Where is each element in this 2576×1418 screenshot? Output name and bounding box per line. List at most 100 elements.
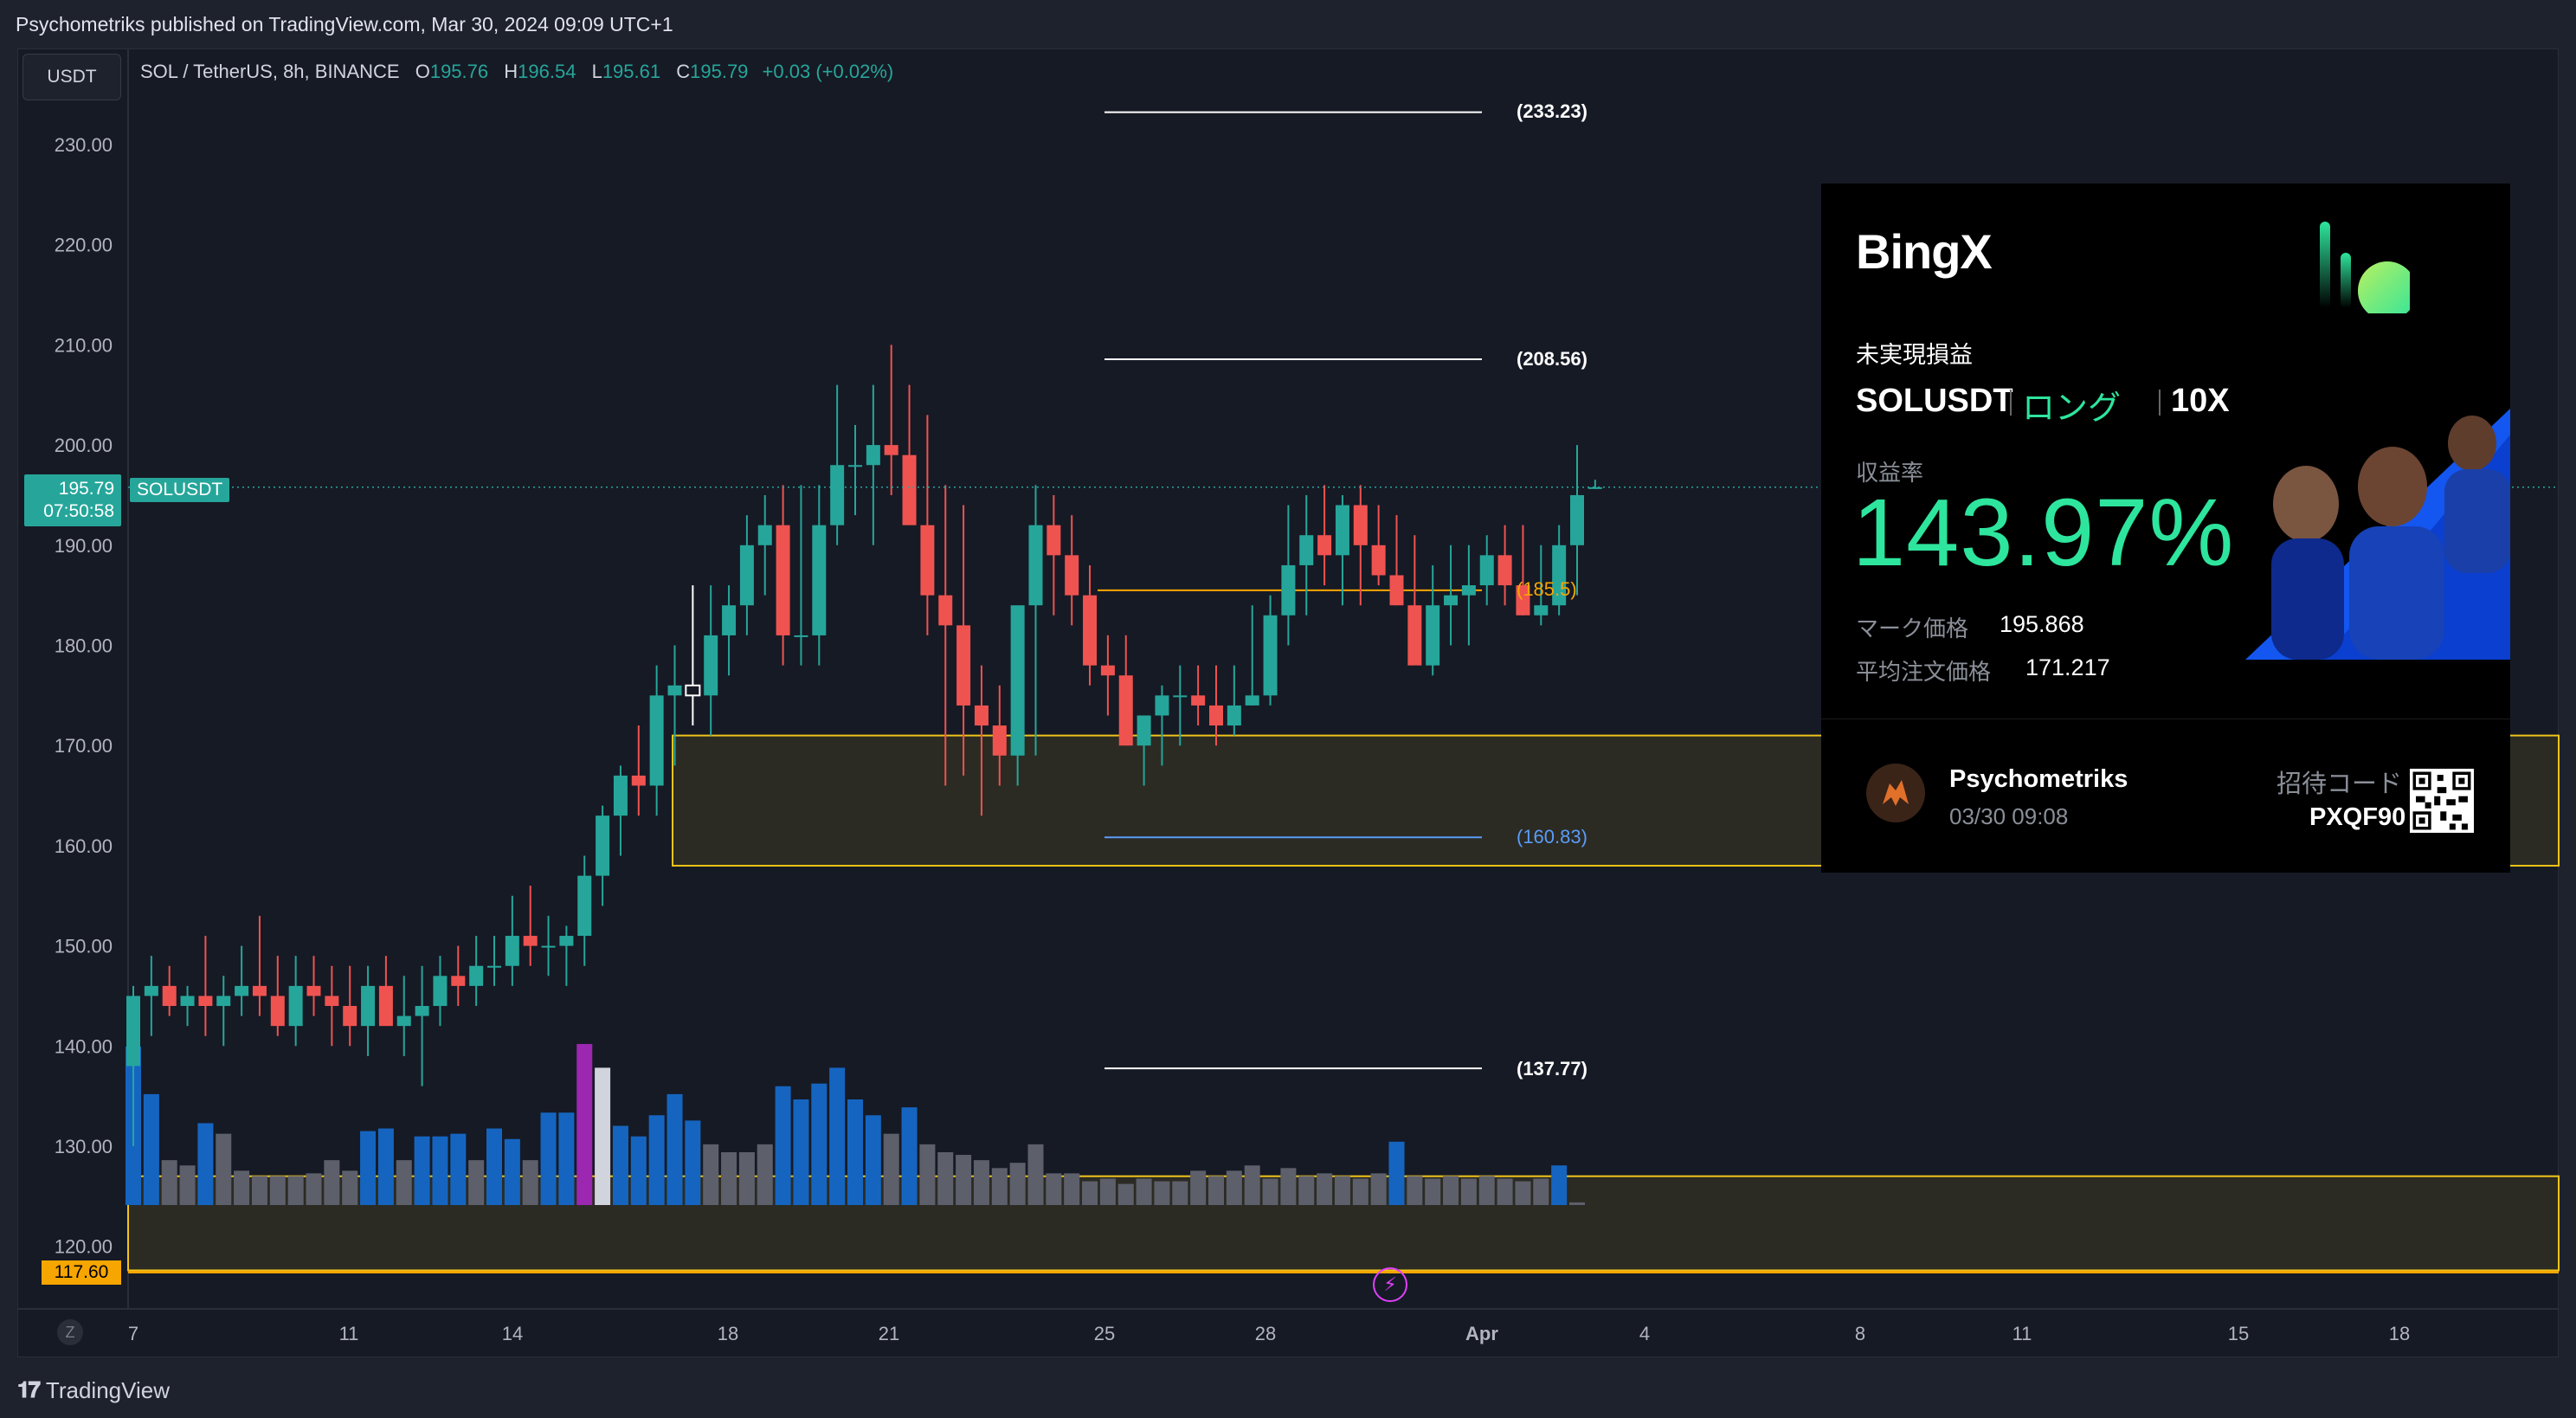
candle[interactable] (1516, 585, 1530, 616)
candle[interactable] (685, 684, 701, 697)
candle[interactable] (505, 936, 519, 966)
candle[interactable] (866, 445, 880, 466)
avg-price-label: 平均注文価格 (1856, 659, 1992, 685)
candle[interactable] (667, 685, 682, 696)
candle[interactable] (1155, 695, 1169, 716)
candle[interactable] (704, 635, 718, 696)
candle[interactable] (974, 705, 989, 726)
candle[interactable] (396, 1015, 411, 1027)
candle[interactable] (523, 936, 538, 946)
candle[interactable] (1534, 605, 1549, 616)
tradingview-logo[interactable]: 𝟏𝟕 TradingView (17, 1376, 170, 1404)
candle[interactable] (235, 985, 249, 996)
candle[interactable] (162, 985, 177, 1007)
candle[interactable] (938, 595, 953, 626)
candle[interactable] (559, 936, 574, 946)
legend-close: 195.79 (690, 61, 749, 82)
candle[interactable] (1299, 535, 1314, 565)
candle[interactable] (1407, 605, 1422, 666)
candle[interactable] (1389, 575, 1404, 606)
volume-bar (648, 1115, 665, 1205)
candle[interactable] (1010, 605, 1025, 756)
candle[interactable] (884, 445, 898, 455)
candle[interactable] (830, 465, 845, 525)
candle[interactable] (306, 985, 321, 996)
candle[interactable] (415, 1006, 429, 1016)
currency-selector[interactable]: USDT (23, 54, 121, 100)
candle[interactable] (1191, 695, 1206, 706)
candle[interactable] (1245, 695, 1259, 706)
candle[interactable] (1209, 705, 1223, 726)
candle[interactable] (1118, 675, 1133, 746)
candle[interactable] (902, 454, 917, 525)
candle[interactable] (794, 635, 808, 637)
candle[interactable] (1497, 555, 1512, 586)
candle[interactable] (216, 996, 231, 1007)
candle[interactable] (252, 985, 267, 996)
candle[interactable] (1083, 595, 1098, 666)
candle[interactable] (126, 996, 140, 1067)
candle[interactable] (992, 725, 1007, 756)
candle[interactable] (812, 525, 827, 635)
volume-bar (522, 1160, 538, 1205)
candle[interactable] (757, 525, 772, 545)
candle[interactable] (1046, 525, 1061, 556)
candle[interactable] (956, 625, 971, 706)
candle[interactable] (920, 525, 935, 596)
volume-bar (1478, 1176, 1495, 1205)
candle[interactable] (361, 985, 376, 1027)
candle[interactable] (1335, 505, 1349, 556)
candle[interactable] (776, 525, 790, 635)
candle[interactable] (613, 775, 628, 816)
candle[interactable] (144, 985, 158, 996)
candle[interactable] (1173, 695, 1188, 698)
candle[interactable] (1353, 505, 1368, 545)
candle[interactable] (1479, 555, 1494, 586)
candle[interactable] (1227, 705, 1241, 726)
candle[interactable] (451, 976, 466, 986)
candle[interactable] (378, 985, 393, 1027)
volume-bar (432, 1136, 448, 1205)
candle[interactable] (1552, 545, 1567, 606)
candle[interactable] (649, 695, 664, 786)
volume-bar (558, 1112, 575, 1205)
candle[interactable] (270, 996, 285, 1027)
candle[interactable] (1587, 487, 1602, 489)
candle[interactable] (198, 996, 213, 1007)
candle[interactable] (288, 985, 303, 1027)
timezone-button[interactable]: Z (57, 1319, 83, 1345)
volume-bar (1460, 1178, 1477, 1205)
candle[interactable] (631, 775, 646, 786)
candle[interactable] (1263, 615, 1278, 696)
candle[interactable] (848, 465, 862, 467)
candle[interactable] (541, 945, 556, 948)
legend-symbol[interactable]: SOL / TetherUS, 8h, BINANCE (140, 61, 400, 82)
candle[interactable] (325, 996, 339, 1007)
candle[interactable] (343, 1006, 357, 1027)
candle[interactable] (596, 815, 610, 876)
level-label-233: (233.23) (1517, 100, 1587, 122)
candle[interactable] (577, 875, 592, 937)
candle[interactable] (487, 965, 501, 968)
legend-low: 195.61 (602, 61, 661, 82)
candle[interactable] (1371, 545, 1386, 576)
candle[interactable] (1065, 555, 1079, 596)
candle[interactable] (722, 605, 737, 635)
candle[interactable] (180, 996, 195, 1007)
candle[interactable] (1317, 535, 1332, 556)
volume-bar (1117, 1183, 1134, 1205)
candle[interactable] (1137, 715, 1151, 746)
candle[interactable] (1426, 605, 1440, 666)
candle[interactable] (433, 976, 448, 1007)
candle[interactable] (1570, 494, 1584, 545)
volume-bar (1099, 1178, 1116, 1205)
candle[interactable] (1028, 525, 1043, 606)
tradingview-brand: TradingView (45, 1376, 170, 1403)
candle[interactable] (469, 965, 484, 986)
candle[interactable] (739, 545, 754, 606)
candle[interactable] (1100, 665, 1115, 676)
candle[interactable] (1461, 585, 1476, 596)
candle[interactable] (1444, 595, 1459, 606)
lightning-icon[interactable]: ⚡ (1373, 1267, 1407, 1302)
candle[interactable] (1281, 564, 1296, 616)
